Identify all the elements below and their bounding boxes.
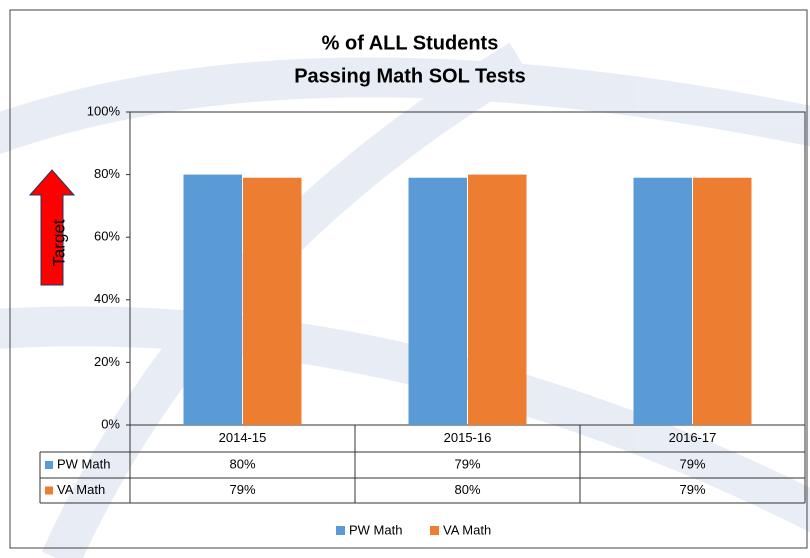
table-cell: 79% <box>679 482 705 497</box>
bar <box>633 177 692 425</box>
table-legend-key <box>45 486 53 495</box>
table-row-header: VA Math <box>57 482 105 497</box>
target-arrow <box>28 169 76 286</box>
swoosh <box>0 306 810 533</box>
y-tick-label: 40% <box>94 291 120 306</box>
bar <box>693 177 752 425</box>
table-cell: 80% <box>454 482 480 497</box>
legend-swatch <box>430 526 439 535</box>
y-tick-label: 80% <box>94 166 120 181</box>
swoosh <box>0 57 810 155</box>
table-cell: 79% <box>679 456 705 471</box>
x-tick-label: 2014-15 <box>219 430 267 445</box>
annotation: Target <box>49 219 68 267</box>
chart-border <box>9 9 808 549</box>
legend-label: VA Math <box>443 522 491 537</box>
chart-title: Passing Math SOL Tests <box>294 65 526 87</box>
table-cell: 80% <box>229 456 255 471</box>
bar <box>468 174 527 425</box>
table-cell: 79% <box>454 456 480 471</box>
y-tick-label: 20% <box>94 354 120 369</box>
legend-swatch <box>336 526 345 535</box>
x-tick-label: 2016-17 <box>669 430 717 445</box>
chart-title: % of ALL Students <box>322 32 499 54</box>
bar <box>408 177 467 425</box>
y-tick-label: 100% <box>87 103 121 118</box>
bar <box>183 174 242 425</box>
y-tick-label: 0% <box>101 416 120 431</box>
legend-label: PW Math <box>349 522 402 537</box>
x-tick-label: 2015-16 <box>444 430 492 445</box>
bar <box>243 177 302 425</box>
table-row-header: PW Math <box>57 456 110 471</box>
table-legend-key <box>45 461 53 469</box>
table-cell: 79% <box>229 482 255 497</box>
y-tick-label: 60% <box>94 229 120 244</box>
